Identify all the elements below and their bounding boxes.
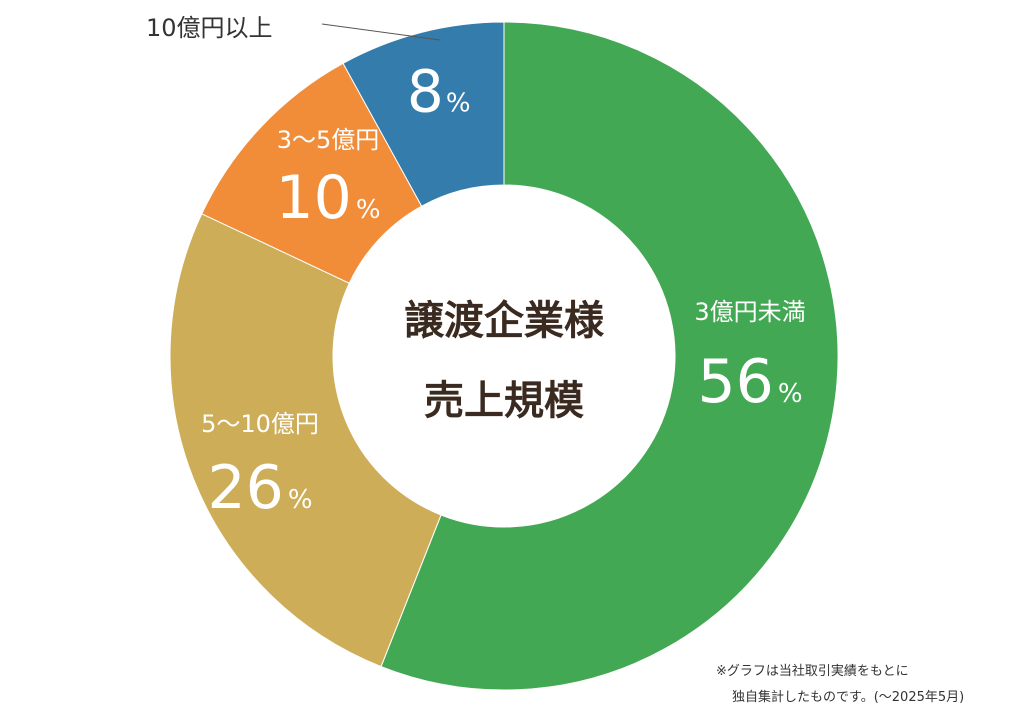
- slice-label-5-10oku: 5〜10億円: [201, 410, 319, 438]
- slice-value-5-10oku: 26%: [207, 453, 312, 523]
- slice-label-3-5oku: 3〜5億円: [277, 126, 380, 154]
- center-title-line-1: 譲渡企業様: [404, 298, 605, 344]
- footnote-line-2: 独自集計したものです。(〜2025年5月): [732, 690, 965, 705]
- slices: [169, 21, 839, 691]
- center-title-line-2: 売上規模: [424, 378, 584, 424]
- slice-value-3-5oku: 10%: [275, 163, 380, 233]
- slice-label-10oku-ijou: 10億円以上: [146, 14, 273, 42]
- center-title: 譲渡企業様 売上規模: [404, 298, 605, 424]
- slice-10oku-ijou: [342, 21, 505, 207]
- slice-3oku-miman: [380, 21, 839, 691]
- footnote-line-1: ※グラフは当社取引実績をもとに: [716, 664, 909, 679]
- slice-5-10oku: [169, 213, 442, 668]
- slice-label-3oku-miman: 3億円未満: [694, 298, 805, 326]
- leader-line-10oku-ijou: [321, 23, 441, 41]
- slice-labels: 3億円未満 56 % 5〜10億円 26 % 3〜5億円 10 % 8% 10億円以上: [146, 14, 806, 523]
- slice-value-3oku-miman: 56%: [697, 347, 802, 417]
- slice-value-10oku-ijou: 8%: [407, 58, 471, 126]
